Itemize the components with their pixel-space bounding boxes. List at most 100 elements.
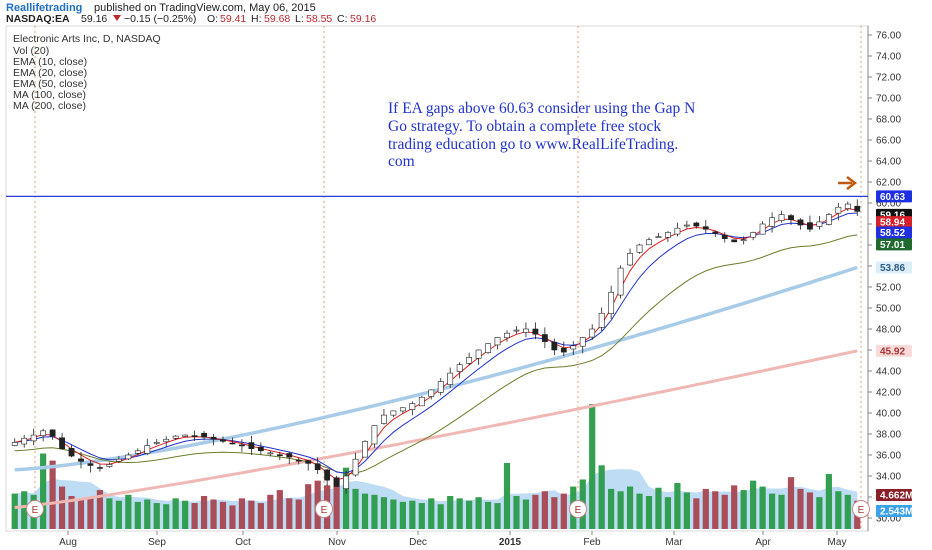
volume-bar (475, 497, 482, 529)
volume-bar (96, 490, 104, 529)
ma100-badge-bg (876, 261, 912, 274)
x-tick-label: Feb (583, 537, 601, 548)
candle-down (532, 328, 539, 335)
volume-bar (503, 462, 511, 529)
volume-bar (551, 497, 558, 529)
legend-vol: Vol (20) (13, 45, 49, 57)
ma100-badge: 53.86 (880, 263, 905, 274)
candle-up (627, 253, 633, 266)
candle-up (570, 345, 577, 350)
volume-bar (380, 497, 388, 529)
candle-up (608, 291, 615, 314)
ema20-badge: 58.52 (880, 228, 905, 239)
volume-bar (371, 494, 378, 529)
candle-up (409, 403, 416, 410)
legend-title: Electronic Arts Inc, D, NASDAQ (13, 33, 161, 45)
legend-ema20: EMA (20, close) (13, 67, 87, 79)
last-price-badge: 59.16 (880, 210, 905, 221)
candle-up (172, 435, 179, 439)
candle-up (466, 357, 473, 364)
candle-up (371, 425, 378, 445)
volume-bar (58, 486, 66, 529)
candle-down (712, 231, 719, 234)
time-axis[interactable]: Aug Sep Oct Nov Dec 2015 Feb Mar Apr May (59, 531, 846, 548)
candle-up (759, 223, 766, 235)
candle-down (721, 234, 728, 240)
volume-bar (342, 467, 350, 529)
close-value: 59.16 (350, 13, 376, 25)
candle-down (797, 219, 804, 226)
candle-up (816, 221, 823, 227)
y-tick-label: 40.00 (876, 409, 901, 420)
volume-bar (466, 500, 473, 529)
candle-up (456, 364, 463, 372)
volume-bar (106, 498, 113, 529)
volume-bar (286, 498, 293, 529)
ma100-line (14, 265, 858, 472)
earnings-icon (315, 500, 333, 518)
candle-up (362, 441, 368, 458)
volume-bar (210, 499, 217, 529)
candle-up (163, 438, 170, 443)
candle-down (191, 435, 198, 437)
y-tick-label: 36.00 (876, 451, 901, 462)
candle-down (239, 444, 245, 447)
volume-bar (115, 500, 122, 529)
earnings-lines (34, 26, 862, 531)
volume-badge-bg (876, 489, 912, 501)
candle-up (267, 452, 274, 455)
annotation-note[interactable]: If EA gaps above 60.63 consider using th… (388, 100, 695, 170)
candle-up (352, 458, 359, 476)
volume-layer (11, 404, 861, 529)
candle-up (153, 442, 160, 444)
x-tick-label: Apr (755, 537, 771, 548)
y-tick-label: 50.00 (876, 304, 901, 315)
candle-down (541, 334, 548, 342)
candle-up (646, 239, 652, 246)
volume-bar (390, 499, 397, 529)
candle-up (835, 206, 842, 214)
y-tick-label: 48.00 (876, 325, 901, 336)
volume-bar (560, 493, 567, 529)
candle-down (68, 448, 75, 457)
volume-bar (636, 493, 643, 529)
volume-bar (276, 490, 283, 529)
y-tick-label: 34.00 (876, 472, 901, 483)
candle-up (144, 445, 151, 454)
y-tick-label: 42.00 (876, 388, 901, 399)
author-name[interactable]: Reallifetrading (6, 2, 82, 14)
volume-bar (484, 501, 492, 529)
annotation-line-2: Go strategy. To obtain a complete free s… (388, 118, 661, 135)
y-tick-label: 62.00 (876, 178, 901, 189)
candle-up (683, 224, 690, 227)
volume-bar (134, 501, 141, 529)
candle-up (399, 407, 406, 412)
candle-down (276, 454, 283, 456)
low-label: L: (295, 13, 304, 25)
y-tick-label: 76.00 (876, 31, 901, 42)
candle-down (788, 215, 794, 221)
price-axis[interactable]: 76.00 74.00 72.00 70.00 68.00 66.00 64.00 62.00… (868, 31, 901, 525)
candle-down (295, 459, 302, 462)
volume-bar (267, 494, 274, 529)
x-tick-label: 2015 (499, 537, 522, 548)
volume-bar (125, 494, 132, 529)
candle-up (182, 434, 189, 437)
earnings-label: E (32, 505, 39, 516)
candle-down (87, 463, 94, 466)
legend-ema50: EMA (50, close) (13, 78, 87, 90)
volume-bar (608, 488, 615, 529)
volume-bar (361, 493, 369, 529)
y-tick-label: 64.00 (876, 157, 901, 168)
earnings-icon (26, 500, 44, 518)
y-tick-label: 30.00 (876, 514, 901, 525)
volume-bar (494, 503, 501, 529)
change-text: −0.15 (−0.25%) (124, 13, 196, 25)
volume-bar (750, 480, 757, 529)
low-value: 58.55 (306, 13, 332, 25)
arrow-right-icon (838, 176, 858, 190)
ma200-badge: 45.92 (880, 346, 905, 357)
